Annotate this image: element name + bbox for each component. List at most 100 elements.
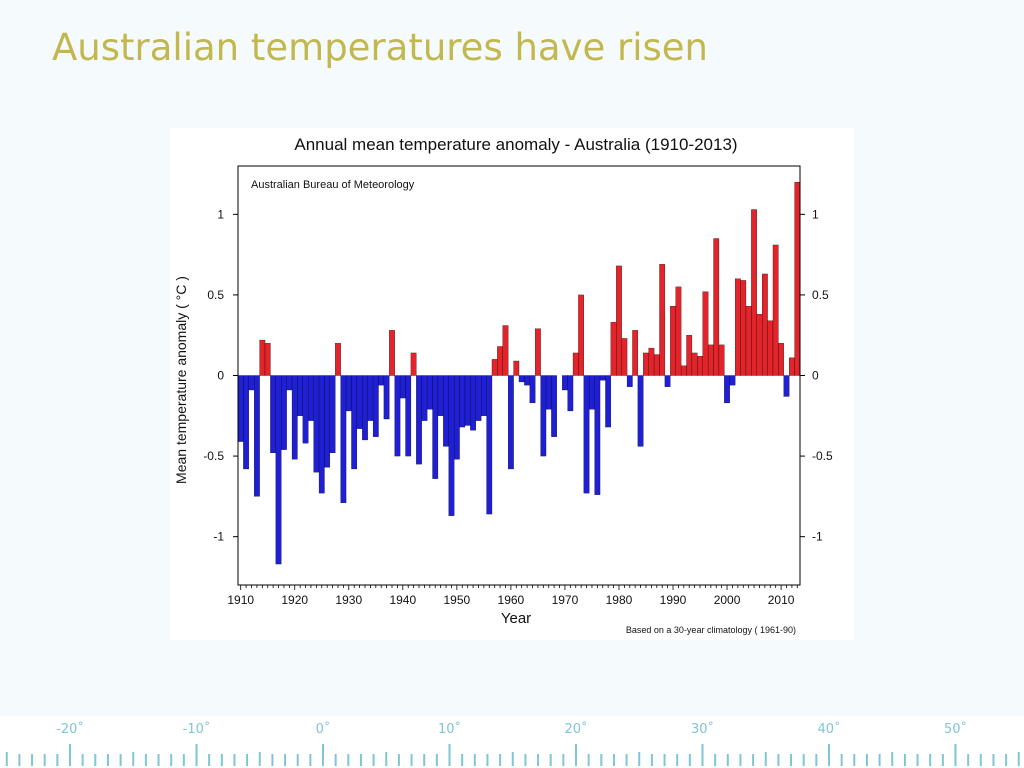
bar-2001 — [729, 375, 736, 386]
bar-1941 — [405, 375, 412, 457]
bar-1957 — [491, 359, 498, 376]
bar-1945 — [426, 375, 433, 410]
bar-2003 — [740, 280, 747, 376]
bar-2005 — [751, 209, 757, 376]
bar-2004 — [745, 306, 752, 376]
bar-1914 — [259, 339, 266, 376]
xtick-label-1970: 1970 — [552, 593, 579, 607]
bar-1954 — [475, 375, 482, 421]
bar-1968 — [551, 375, 557, 437]
bar-1935 — [372, 375, 379, 437]
chart-title: Annual mean temperature anomaly - Austra… — [294, 135, 737, 154]
ruler-label: 0˚ — [316, 721, 331, 737]
bar-1996 — [702, 291, 709, 376]
bar-1964 — [529, 375, 536, 404]
ytick-label-left: 0.5 — [207, 288, 224, 302]
ytick-label-right: 1 — [812, 207, 819, 221]
bar-1913 — [254, 375, 260, 497]
x-axis-label: Year — [501, 610, 531, 627]
bar-1919 — [286, 375, 293, 391]
xtick-label-1980: 1980 — [606, 593, 633, 607]
xtick-label-2000: 2000 — [714, 593, 741, 607]
bar-1966 — [540, 375, 547, 457]
bar-1986 — [648, 347, 655, 376]
xtick-label-1990: 1990 — [660, 593, 687, 607]
bar-1910 — [237, 375, 244, 442]
bar-1958 — [497, 346, 503, 376]
ruler-graphic: -20˚ -10˚ 0˚ 10˚ 20˚ 30˚ 40˚ 50˚ — [5, 721, 1020, 766]
bar-1979 — [610, 322, 617, 376]
bar-2000 — [724, 375, 730, 404]
bar-1938 — [389, 330, 395, 376]
bar-1950 — [453, 375, 460, 460]
bar-1946 — [432, 375, 439, 479]
bar-1984 — [637, 375, 644, 447]
bar-1912 — [248, 375, 255, 391]
bar-1916 — [270, 375, 276, 453]
bar-1962 — [518, 375, 525, 383]
bar-1929 — [340, 375, 347, 503]
bar-1936 — [378, 375, 385, 386]
bar-1970 — [562, 375, 568, 391]
xtick-label-1910: 1910 — [227, 593, 254, 607]
bar-2013 — [794, 181, 801, 376]
bar-1990 — [670, 306, 676, 376]
ruler-label: 10˚ — [438, 721, 461, 737]
footnote: Based on a 30-year climatology ( 1961-90… — [626, 625, 796, 635]
temperature-anomaly-chart: Annual mean temperature anomaly - Austra… — [173, 135, 833, 635]
bar-1940 — [399, 375, 406, 399]
bar-2010 — [778, 343, 784, 376]
bar-1961 — [513, 360, 520, 376]
bar-1972 — [572, 352, 579, 376]
bar-1992 — [680, 365, 687, 376]
xtick-label-1920: 1920 — [281, 593, 308, 607]
bar-1989 — [664, 375, 671, 387]
bar-1953 — [470, 375, 476, 431]
bar-1955 — [481, 375, 487, 416]
bar-2009 — [772, 244, 779, 376]
axes-group: -1 -1 -0.5 -0.5 0 0 0.5 0.5 1 1 1910 1920 1930 1940 19… — [203, 165, 833, 607]
bar-1980 — [616, 265, 622, 376]
bar-1973 — [578, 294, 584, 376]
bar-1994 — [691, 352, 698, 376]
bar-1960 — [508, 375, 514, 470]
bar-1965 — [535, 328, 541, 376]
bar-1974 — [583, 375, 590, 494]
bar-1995 — [697, 356, 703, 376]
bar-1922 — [302, 375, 309, 444]
bar-1987 — [653, 354, 660, 376]
bar-1924 — [313, 375, 320, 473]
bar-1949 — [448, 375, 455, 516]
bar-1988 — [659, 264, 666, 376]
bar-2008 — [767, 320, 774, 376]
bar-1978 — [605, 375, 612, 428]
xtick-label-1930: 1930 — [335, 593, 362, 607]
bar-1971 — [567, 375, 574, 412]
bar-1928 — [335, 343, 341, 376]
bar-1937 — [383, 375, 390, 420]
bar-1952 — [464, 375, 471, 426]
bar-1923 — [308, 375, 314, 421]
xtick-label-2010: 2010 — [768, 593, 795, 607]
y-axis-label: Mean temperature anomaly ( °C ) — [173, 276, 189, 484]
bar-2012 — [789, 357, 795, 376]
ruler-label: 20˚ — [564, 721, 587, 737]
bar-2007 — [762, 273, 768, 376]
ruler-label: -20˚ — [56, 721, 84, 737]
bar-1993 — [686, 335, 693, 376]
bar-1915 — [264, 343, 271, 376]
xtick-label-1960: 1960 — [498, 593, 525, 607]
bar-1933 — [362, 375, 368, 441]
bar-1981 — [621, 338, 628, 376]
bars-group — [237, 181, 801, 565]
ytick-label-right: -0.5 — [812, 449, 833, 463]
bar-1932 — [356, 375, 363, 429]
bar-1930 — [345, 375, 352, 412]
ytick-label-left: -1 — [213, 530, 224, 544]
ytick-label-left: -0.5 — [203, 449, 224, 463]
bar-1918 — [281, 375, 287, 450]
bar-1959 — [502, 325, 509, 376]
ytick-label-left: 0 — [217, 369, 224, 383]
bar-1991 — [675, 286, 682, 376]
bar-1921 — [297, 375, 303, 416]
